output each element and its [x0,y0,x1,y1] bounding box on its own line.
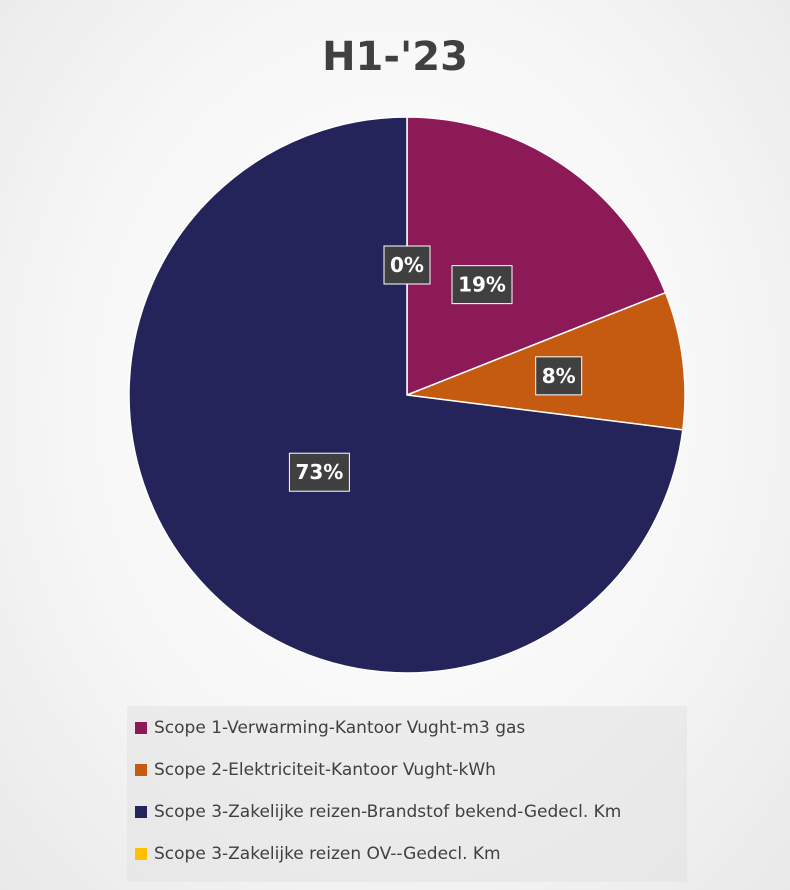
legend-swatch [135,764,147,776]
legend-label: Scope 2-Elektriciteit-Kantoor Vught-kWh [154,760,496,780]
legend-label: Scope 1-Verwarming-Kantoor Vught-m3 gas [154,718,526,738]
legend-swatch [135,722,147,734]
legend-swatch [135,848,147,860]
legend-label: Scope 3-Zakelijke reizen-Brandstof beken… [154,802,622,822]
data-label-text: 19% [458,273,506,297]
pie-slice-1 [406,116,667,397]
data-label-3: 73% [288,452,350,492]
data-label-4: 0% [383,245,431,285]
legend-item-3: Scope 3-Zakelijke reizen-Brandstof beken… [127,797,621,827]
pie-slice-3 [128,116,684,674]
data-label-box [451,265,513,305]
legend-item-4: Scope 3-Zakelijke reizen OV--Gedecl. Km [127,839,501,869]
data-label-text: 0% [390,253,424,277]
data-label-text: 8% [542,364,576,388]
data-label-1: 19% [451,265,513,305]
legend-item-1: Scope 1-Verwarming-Kantoor Vught-m3 gas [127,713,525,743]
data-label-text: 73% [295,460,343,484]
legend-item-2: Scope 2-Elektriciteit-Kantoor Vught-kWh [127,755,496,785]
legend: Scope 1-Verwarming-Kantoor Vught-m3 gas S… [127,706,687,882]
data-label-box [535,356,583,396]
pie-chart: 19% 8% 73% 0% [128,116,686,674]
data-label-2: 8% [535,356,583,396]
legend-label: Scope 3-Zakelijke reizen OV--Gedecl. Km [154,844,501,864]
data-label-box [383,245,431,285]
legend-swatch [135,806,147,818]
chart-title: H1-'23 [322,34,468,80]
data-label-box [288,452,350,492]
